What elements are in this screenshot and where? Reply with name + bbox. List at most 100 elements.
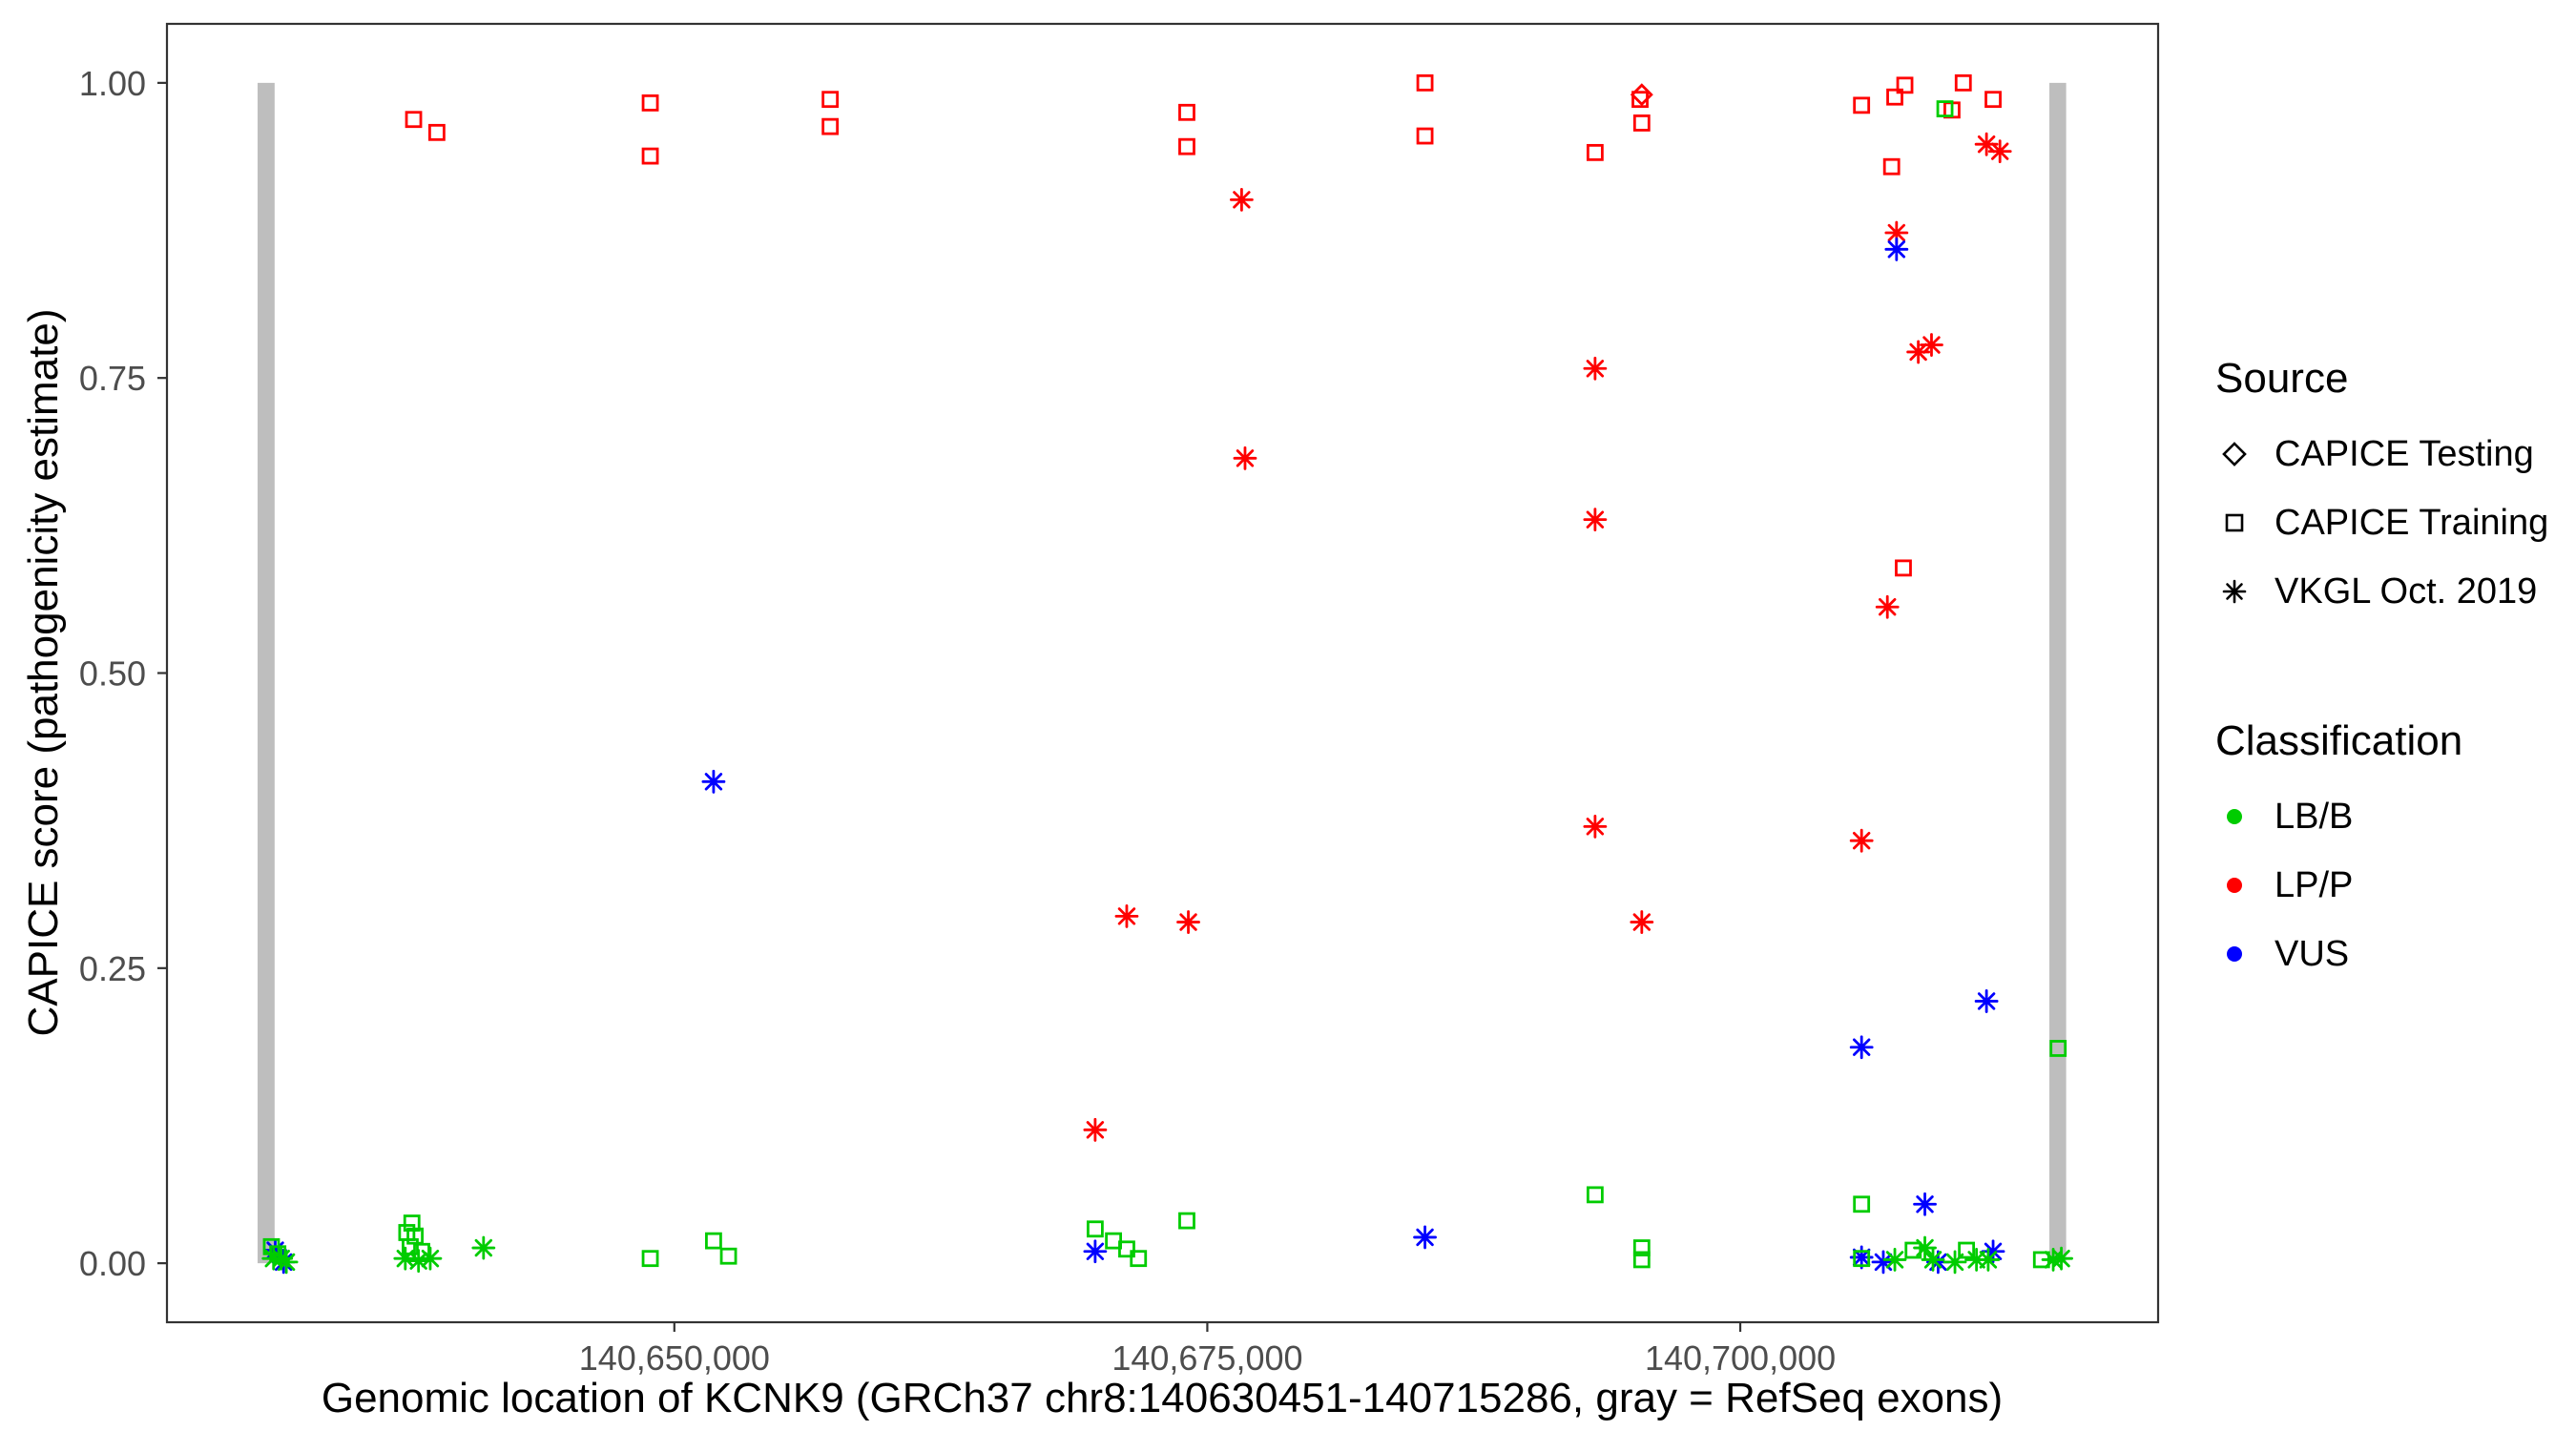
x-tick-label: 140,650,000 bbox=[579, 1338, 770, 1378]
data-point-asterisk bbox=[471, 1235, 496, 1260]
legend-source-title: Source bbox=[2215, 355, 2349, 402]
data-point-asterisk bbox=[1849, 1035, 1874, 1060]
data-point-asterisk bbox=[418, 1246, 443, 1271]
x-tick-label: 140,675,000 bbox=[1111, 1338, 1302, 1378]
data-point-asterisk bbox=[1913, 1192, 1937, 1216]
data-point-asterisk bbox=[1920, 333, 1943, 357]
y-tick-label: 0.50 bbox=[79, 654, 146, 694]
data-point-asterisk bbox=[1871, 1250, 1896, 1275]
legend: Source CAPICE Testing CAPICE Training VK… bbox=[2215, 355, 2568, 988]
data-point-asterisk bbox=[1921, 1248, 1945, 1272]
data-point-square bbox=[1586, 143, 1604, 161]
y-tick-label: 1.00 bbox=[79, 64, 146, 103]
data-point-square bbox=[1954, 73, 1972, 92]
data-point-asterisk bbox=[1884, 220, 1909, 245]
refseq-exon-bar bbox=[2049, 82, 2067, 1264]
data-point-asterisk bbox=[1114, 903, 1139, 928]
data-point-square bbox=[821, 117, 840, 135]
data-point-diamond bbox=[1630, 83, 1653, 107]
data-point-asterisk bbox=[1913, 1235, 1937, 1260]
data-point-square bbox=[405, 111, 423, 129]
data-point-square bbox=[1958, 1241, 1976, 1259]
data-point-asterisk bbox=[393, 1246, 418, 1271]
data-point-square bbox=[1178, 1212, 1195, 1230]
legend-item-label: CAPICE Testing bbox=[2275, 433, 2534, 474]
data-point-square bbox=[1130, 1250, 1148, 1268]
data-point-square bbox=[1632, 1239, 1651, 1256]
data-point-square bbox=[427, 123, 446, 141]
data-point-asterisk bbox=[274, 1250, 299, 1275]
data-point-asterisk bbox=[2049, 1246, 2073, 1271]
legend-item-lbb: LB/B bbox=[2215, 782, 2568, 851]
data-point-square bbox=[1896, 76, 1914, 94]
data-point-asterisk bbox=[1942, 1250, 1967, 1275]
legend-classification-title: Classification bbox=[2215, 717, 2463, 764]
data-point-asterisk bbox=[1583, 508, 1608, 532]
legend-item-label: CAPICE Training bbox=[2275, 502, 2549, 543]
legend-item-label: LB/B bbox=[2275, 796, 2354, 837]
data-point-asterisk bbox=[1884, 237, 1909, 261]
data-point-asterisk bbox=[1875, 594, 1900, 619]
data-point-square bbox=[1632, 114, 1651, 132]
legend-item-vus: VUS bbox=[2215, 920, 2568, 988]
legend-item-label: VKGL Oct. 2019 bbox=[2275, 570, 2538, 612]
y-tick-label: 0.25 bbox=[79, 949, 146, 988]
data-point-asterisk bbox=[1230, 187, 1254, 212]
data-point-asterisk bbox=[1974, 132, 1999, 156]
data-point-square bbox=[1984, 91, 2002, 109]
square-marker-icon bbox=[2225, 513, 2244, 532]
data-point-asterisk bbox=[1083, 1239, 1108, 1264]
y-tick-label: 0.75 bbox=[79, 359, 146, 398]
data-point-square bbox=[1882, 157, 1901, 176]
data-point-square bbox=[1586, 1186, 1604, 1204]
lpp-dot-icon bbox=[2227, 878, 2242, 893]
data-point-asterisk bbox=[1583, 814, 1608, 839]
data-point-asterisk bbox=[1882, 1248, 1907, 1272]
data-point-square bbox=[1118, 1240, 1135, 1258]
data-point-asterisk bbox=[701, 769, 726, 794]
data-point-square bbox=[2049, 1040, 2067, 1057]
data-point-square bbox=[1086, 1220, 1104, 1238]
data-point-square bbox=[641, 93, 659, 112]
legend-item-capice-training: CAPICE Training bbox=[2215, 488, 2568, 557]
data-point-square bbox=[641, 147, 659, 165]
data-point-asterisk bbox=[1583, 356, 1608, 381]
panel-border bbox=[165, 22, 2160, 1324]
vus-dot-icon bbox=[2227, 946, 2242, 962]
data-point-square bbox=[1416, 127, 1434, 145]
asterisk-marker-icon bbox=[2222, 579, 2247, 604]
data-point-square bbox=[1178, 137, 1195, 156]
data-point-asterisk bbox=[1233, 446, 1257, 470]
data-point-square bbox=[1936, 100, 1954, 117]
diamond-marker-icon bbox=[2222, 442, 2247, 467]
y-axis-title: CAPICE score (pathogenicity estimate) bbox=[20, 308, 67, 1037]
data-point-asterisk bbox=[1926, 1250, 1950, 1275]
data-point-square bbox=[1853, 96, 1871, 114]
data-point-asterisk bbox=[1974, 989, 1999, 1013]
legend-item-vkgl: VKGL Oct. 2019 bbox=[2215, 557, 2568, 626]
data-point-square bbox=[641, 1250, 659, 1268]
legend-item-lpp: LP/P bbox=[2215, 851, 2568, 920]
data-point-asterisk bbox=[1849, 828, 1874, 853]
legend-item-capice-testing: CAPICE Testing bbox=[2215, 420, 2568, 488]
data-point-asterisk bbox=[1906, 340, 1931, 364]
lbb-dot-icon bbox=[2227, 809, 2242, 824]
data-point-square bbox=[1853, 1195, 1871, 1213]
y-tick-label: 0.00 bbox=[79, 1244, 146, 1283]
data-point-square bbox=[705, 1232, 722, 1250]
data-point-asterisk bbox=[1849, 1245, 1874, 1270]
data-point-square bbox=[821, 91, 840, 109]
data-point-square bbox=[1178, 103, 1195, 121]
data-point-asterisk bbox=[263, 1238, 287, 1262]
legend-item-label: VUS bbox=[2275, 933, 2350, 974]
data-point-square bbox=[1904, 1241, 1922, 1259]
data-point-square bbox=[1416, 73, 1434, 92]
data-point-asterisk bbox=[1083, 1117, 1108, 1142]
data-point-square bbox=[719, 1247, 737, 1265]
x-axis-title: Genomic location of KCNK9 (GRCh37 chr8:1… bbox=[321, 1375, 2004, 1421]
data-point-asterisk bbox=[1976, 1248, 2001, 1272]
data-point-asterisk bbox=[1981, 1239, 2005, 1264]
data-point-asterisk bbox=[1630, 910, 1654, 934]
